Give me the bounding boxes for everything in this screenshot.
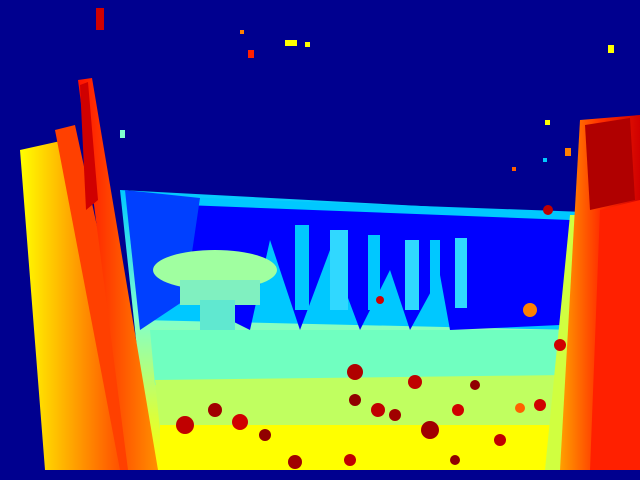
room-region <box>120 190 590 470</box>
left-pole-region <box>20 8 158 470</box>
right-pole-region <box>560 115 640 470</box>
speckle-region <box>120 30 614 469</box>
